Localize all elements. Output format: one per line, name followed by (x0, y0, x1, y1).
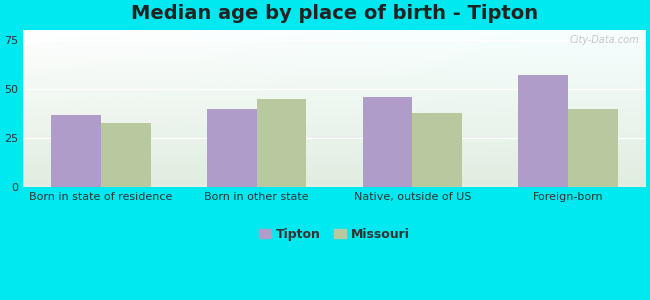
Text: City-Data.com: City-Data.com (570, 35, 640, 45)
Bar (568, 109, 618, 187)
Bar (363, 97, 412, 187)
Bar (257, 99, 306, 187)
Bar (51, 115, 101, 187)
Bar (518, 75, 568, 187)
Bar (101, 122, 151, 187)
Bar (412, 113, 462, 187)
Title: Median age by place of birth - Tipton: Median age by place of birth - Tipton (131, 4, 538, 23)
Legend: Tipton, Missouri: Tipton, Missouri (259, 228, 410, 241)
Bar (207, 109, 257, 187)
